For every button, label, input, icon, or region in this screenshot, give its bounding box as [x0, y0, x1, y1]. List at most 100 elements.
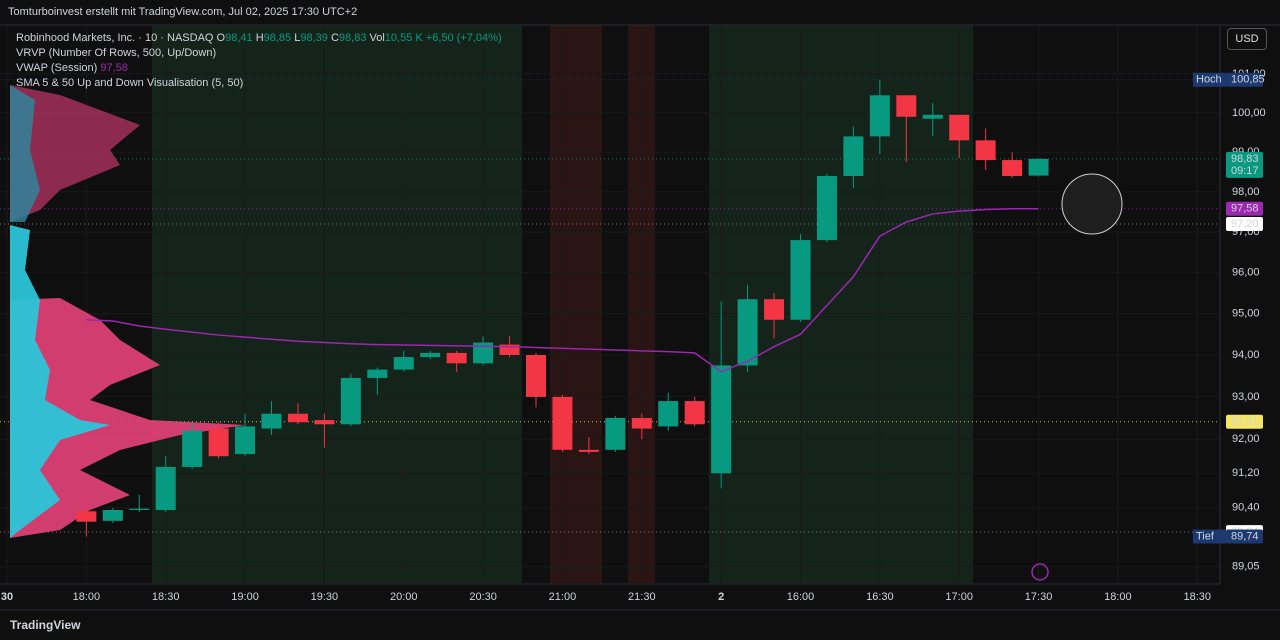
y-tick-label: 98,00: [1232, 186, 1260, 198]
candle-body: [578, 449, 599, 452]
price-tag-box: [1193, 529, 1226, 544]
candle-body: [499, 344, 520, 355]
x-tick-label: 17:00: [945, 591, 973, 603]
indicator[interactable]: SMA 5 & 50 Up and Down Visualisation (5,…: [16, 77, 244, 89]
candle-body: [975, 140, 996, 161]
price-label: 89,74: [1231, 530, 1259, 542]
x-tick-label: 30: [1, 591, 13, 603]
x-tick-label: 20:30: [469, 591, 497, 603]
candle-body: [896, 95, 917, 117]
candle-body: [367, 369, 388, 378]
volume-label: Vol: [369, 32, 385, 44]
x-tick-label: 17:30: [1025, 591, 1053, 603]
currency-button[interactable]: USD: [1227, 28, 1267, 50]
change: +6,50 (+7,04%): [425, 32, 502, 44]
price-label: 98,83: [1231, 153, 1259, 165]
candle-body: [684, 401, 705, 425]
indicator-value: 97,58: [100, 62, 128, 74]
low-value: 98,39: [300, 32, 328, 44]
y-tick-label: 94,00: [1232, 349, 1260, 361]
x-tick-label: 18:30: [1183, 591, 1211, 603]
open-label: O: [216, 32, 226, 44]
indicator[interactable]: VRVP (Number Of Rows, 500, Up/Down): [16, 47, 217, 59]
y-tick-label: 90,40: [1232, 502, 1260, 514]
y-tick-label: 100,00: [1232, 107, 1266, 119]
candle-body: [949, 114, 970, 141]
price-label: 97,20: [1231, 218, 1259, 230]
candle-body: [605, 417, 626, 450]
close-label: C: [330, 32, 339, 44]
price-label-box: [1226, 151, 1263, 178]
candle-body: [552, 396, 573, 450]
candle-body: [314, 420, 335, 425]
candle-body: [737, 299, 758, 366]
event-icon[interactable]: [1031, 563, 1049, 581]
price-tag: Hoch: [1196, 74, 1222, 86]
price-tag-box: [1193, 72, 1226, 87]
candle-body: [420, 352, 441, 358]
indicator[interactable]: VWAP (Session) 97,58: [16, 61, 502, 76]
candle-body: [287, 413, 308, 423]
candle-body: [843, 136, 864, 176]
candle-body: [816, 175, 837, 241]
volume-profile-upper-up: [10, 85, 40, 222]
up-zone: [152, 25, 522, 583]
x-tick-label: 18:30: [152, 591, 180, 603]
x-tick-label: 18:00: [73, 591, 101, 603]
high-label: H: [255, 32, 264, 44]
ohlc-legend: Robinhood Markets, Inc. · 10 · NASDAQ O9…: [16, 31, 502, 46]
price-label-box: [1226, 72, 1263, 87]
candle-body: [658, 401, 679, 427]
y-tick-label: 93,00: [1232, 391, 1260, 403]
candle-body: [393, 357, 414, 370]
price-label: 92,41: [1231, 416, 1259, 428]
y-tick-label: 89,05: [1232, 561, 1260, 573]
candle-body: [76, 511, 97, 522]
price-label-box: [1226, 414, 1263, 429]
axes: 101,00100,0099,0098,0097,0096,0095,0094,…: [1, 68, 1266, 603]
candle-body: [446, 352, 467, 364]
y-tick-label: 96,00: [1232, 267, 1260, 279]
close-value: 98,83: [338, 32, 367, 44]
candle-body: [526, 354, 546, 397]
price-label-box: [1226, 216, 1263, 231]
price-label-sub: 09:17: [1231, 165, 1259, 177]
footer-logo[interactable]: TradingView: [10, 618, 81, 632]
y-tick-label: 92,00: [1232, 433, 1260, 445]
candle-body: [922, 114, 943, 119]
candle-body: [1002, 160, 1023, 176]
candle-body: [182, 430, 203, 467]
price-label-box: [1226, 529, 1263, 544]
candle-body: [473, 342, 494, 364]
down-zone: [550, 25, 602, 583]
candle-body: [129, 508, 150, 510]
x-tick-label: 21:30: [628, 591, 656, 603]
legend: Robinhood Markets, Inc. · 10 · NASDAQ O9…: [16, 31, 502, 91]
x-tick-label: 19:00: [231, 591, 259, 603]
candle-body: [711, 365, 732, 474]
high-value: 98,85: [263, 32, 292, 44]
candle-body: [764, 299, 785, 320]
volume-profile-up: [10, 225, 110, 538]
price-label: 100,85: [1231, 74, 1265, 86]
x-tick-label: 20:00: [390, 591, 418, 603]
x-tick-label: 18:00: [1104, 591, 1132, 603]
x-tick-label: 21:00: [549, 591, 577, 603]
volume-value: 10,55 K: [384, 32, 423, 44]
candle-body: [102, 509, 123, 521]
volume-profile-upper: [10, 85, 140, 222]
vwap-line: [86, 207, 1039, 373]
price-tag: Tief: [1196, 530, 1215, 542]
candle-body: [235, 426, 256, 455]
candle-body: [869, 95, 890, 137]
y-tick-label: 95,00: [1232, 307, 1260, 319]
x-tick-label: 2: [718, 591, 724, 603]
price-label-box: [1226, 201, 1263, 216]
indicator-name: VWAP (Session): [16, 62, 98, 74]
plot: [76, 79, 1049, 537]
header-title: Tomturboinvest erstellt mit TradingView.…: [8, 6, 358, 18]
cursor: [1061, 173, 1123, 235]
candle-body: [631, 417, 652, 429]
low-label: L: [294, 32, 301, 44]
